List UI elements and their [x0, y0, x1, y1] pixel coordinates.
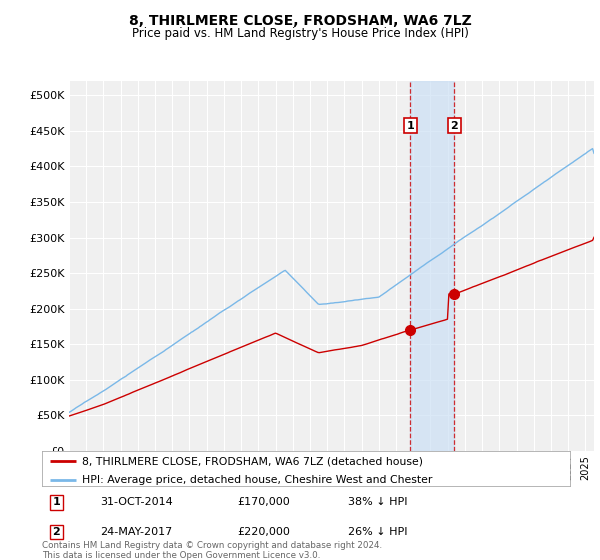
Text: 2: 2 [451, 120, 458, 130]
Text: 26% ↓ HPI: 26% ↓ HPI [348, 527, 408, 537]
Text: 1: 1 [406, 120, 414, 130]
Text: 8, THIRLMERE CLOSE, FRODSHAM, WA6 7LZ: 8, THIRLMERE CLOSE, FRODSHAM, WA6 7LZ [128, 14, 472, 28]
Text: 31-OCT-2014: 31-OCT-2014 [100, 497, 173, 507]
Text: 8, THIRLMERE CLOSE, FRODSHAM, WA6 7LZ (detached house): 8, THIRLMERE CLOSE, FRODSHAM, WA6 7LZ (d… [82, 456, 422, 466]
Text: £220,000: £220,000 [238, 527, 290, 537]
Text: £170,000: £170,000 [238, 497, 290, 507]
Text: 1: 1 [53, 497, 61, 507]
Bar [410, 81, 454, 451]
Text: 38% ↓ HPI: 38% ↓ HPI [348, 497, 408, 507]
Text: 24-MAY-2017: 24-MAY-2017 [100, 527, 172, 537]
Text: HPI: Average price, detached house, Cheshire West and Chester: HPI: Average price, detached house, Ches… [82, 475, 432, 485]
Text: 2: 2 [53, 527, 61, 537]
Text: Contains HM Land Registry data © Crown copyright and database right 2024.
This d: Contains HM Land Registry data © Crown c… [42, 540, 382, 560]
Text: Price paid vs. HM Land Registry's House Price Index (HPI): Price paid vs. HM Land Registry's House … [131, 27, 469, 40]
